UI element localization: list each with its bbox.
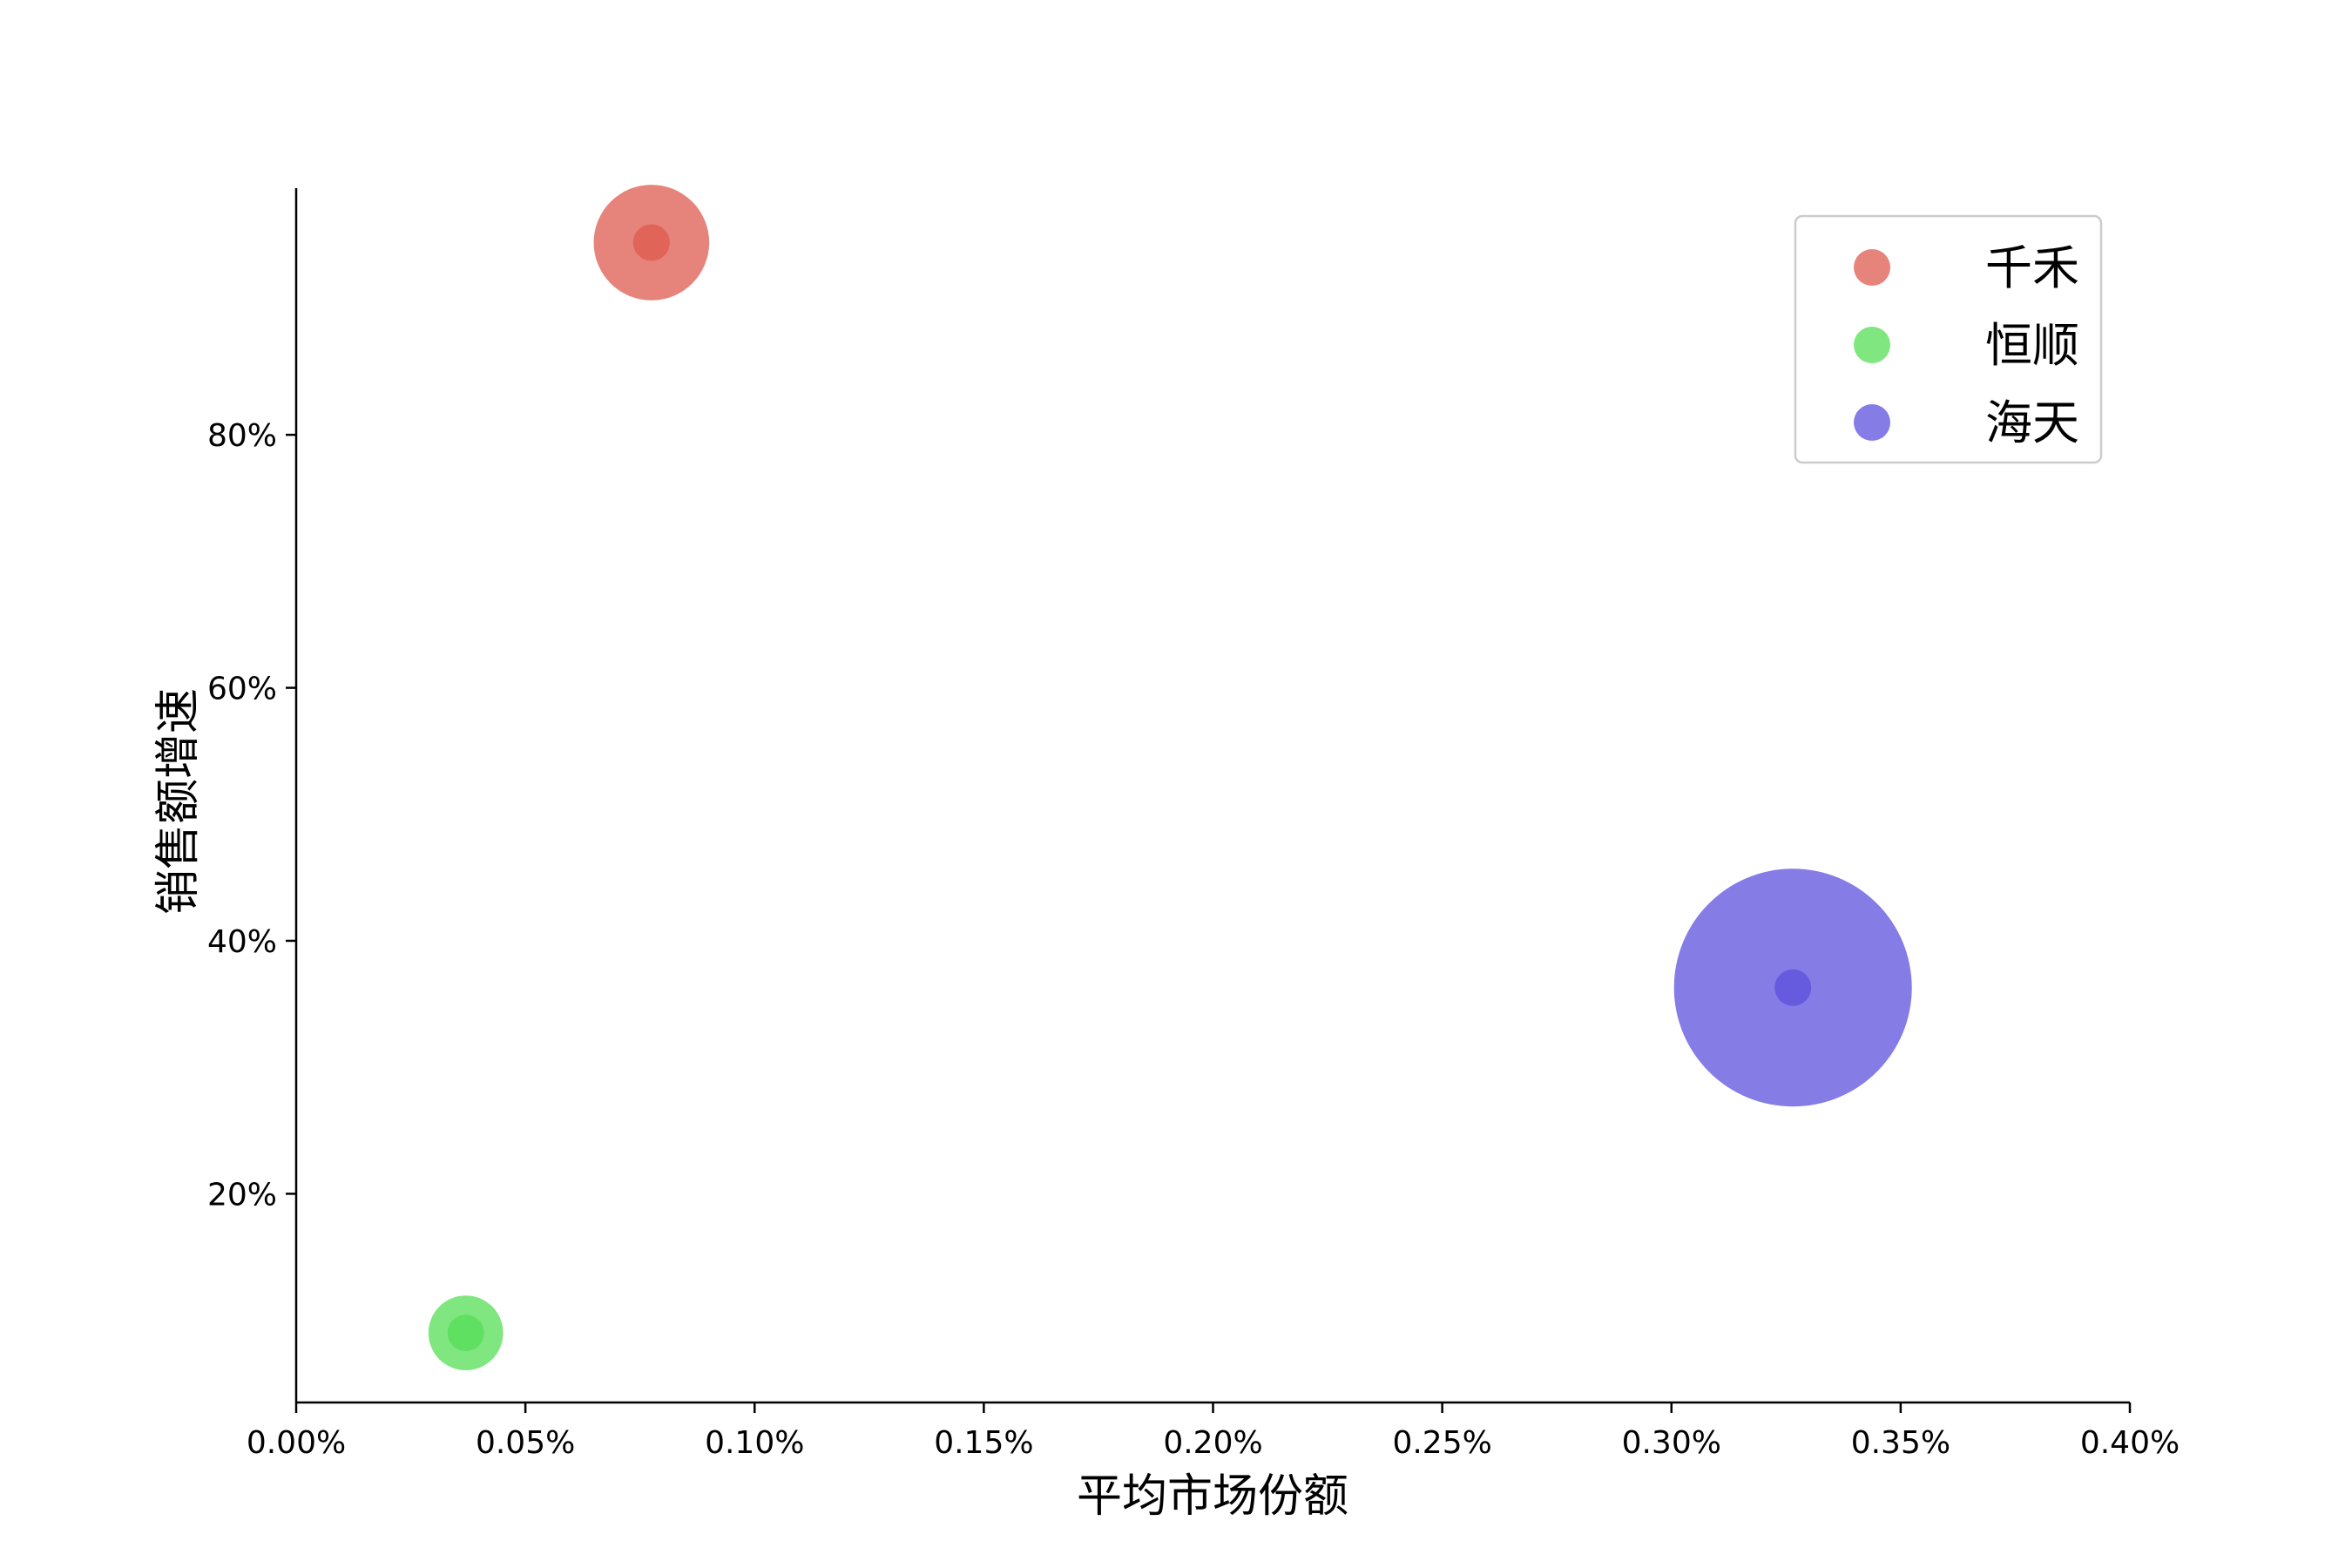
bubbles-layer <box>428 185 1912 1371</box>
x-axis-ticks: 0.00% 0.05% 0.10% 0.15% 0.20% 0.25% 0.30% 0.35%… <box>247 1402 2180 1461</box>
center-marker-1 <box>447 1315 484 1352</box>
x-tick-label: 0.15% <box>934 1425 1033 1461</box>
legend-marker-1 <box>1854 327 1890 363</box>
x-tick-label: 0.20% <box>1163 1425 1262 1461</box>
legend-label-0: 千禾 <box>1985 240 2079 295</box>
x-tick-label: 0.35% <box>1851 1425 1950 1461</box>
center-marker-2 <box>1774 969 1812 1006</box>
x-axis-label: 平均市场份额 <box>1077 1470 1348 1523</box>
legend-label-1: 恒顺 <box>1985 318 2079 373</box>
center-marker-0 <box>632 224 670 261</box>
y-tick-label: 60% <box>207 672 277 707</box>
y-tick-label: 80% <box>207 418 277 454</box>
x-tick-label: 0.05% <box>476 1425 575 1461</box>
x-tick-label: 0.00% <box>247 1425 346 1461</box>
x-tick-label: 0.10% <box>705 1425 804 1461</box>
x-tick-label: 0.30% <box>1622 1425 1721 1461</box>
legend-marker-0 <box>1854 249 1890 286</box>
y-axis-ticks: 20% 40% 60% 80% <box>207 418 296 1213</box>
legend-marker-2 <box>1854 404 1890 441</box>
x-tick-label: 0.40% <box>2080 1425 2180 1461</box>
y-tick-label: 20% <box>207 1177 277 1213</box>
x-tick-label: 0.25% <box>1392 1425 1491 1461</box>
legend-label-2: 海天 <box>1985 395 2079 450</box>
y-axis-label: 销售额增速 <box>152 688 205 915</box>
y-tick-label: 40% <box>207 924 277 960</box>
